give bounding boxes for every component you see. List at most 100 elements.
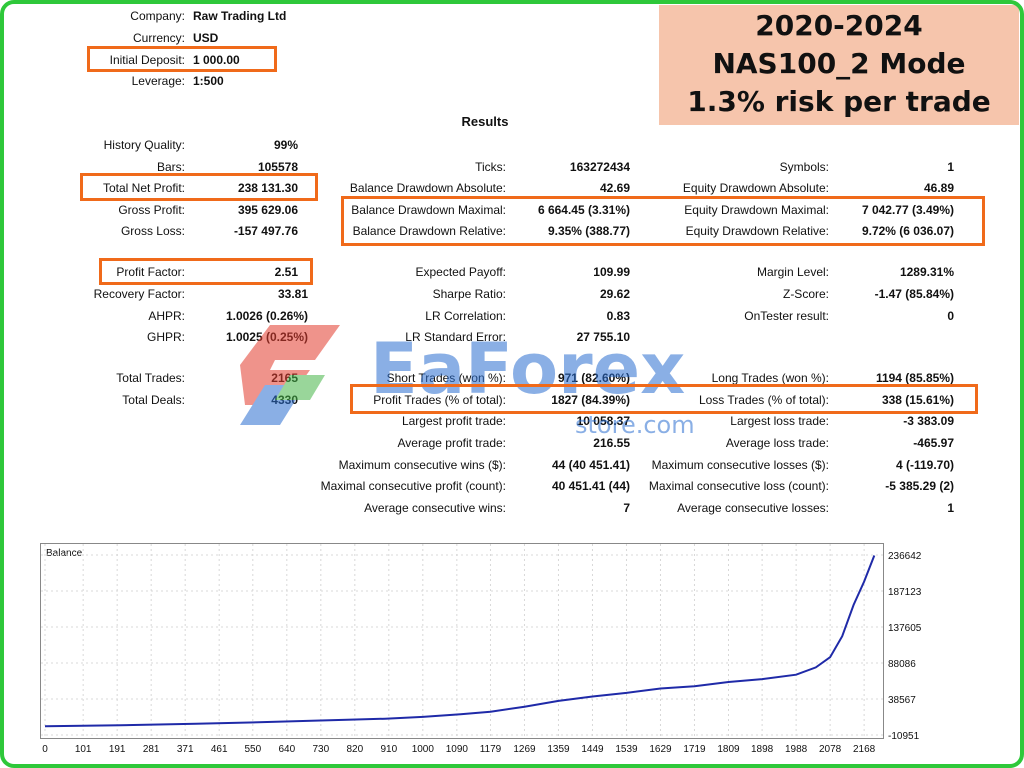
total-deals-value: 4330 [271, 393, 298, 407]
currency-value: USD [193, 31, 219, 45]
chart-plot-area [40, 543, 884, 739]
y-tick-label: 137605 [888, 623, 922, 634]
initial-deposit-label: Initial Deposit: [109, 53, 185, 67]
x-tick-label: 1988 [785, 744, 808, 755]
short-trades-label: Short Trades (won %): [386, 371, 506, 385]
total-net-profit-value: 238 131.30 [237, 181, 298, 195]
ontester-result-label: OnTester result: [744, 309, 829, 323]
total-deals-label: Total Deals: [122, 393, 185, 407]
x-tick-label: 1809 [717, 744, 740, 755]
x-tick-label: 910 [380, 744, 397, 755]
sharpe-ratio-value: 29.62 [599, 287, 630, 301]
x-tick-label: 820 [346, 744, 363, 755]
x-tick-label: 1539 [615, 744, 638, 755]
y-tick-label: 88086 [888, 659, 916, 670]
company-label: Company: [130, 9, 185, 23]
bars-value: 105578 [257, 160, 298, 174]
profit-factor-value: 2.51 [274, 265, 298, 279]
lr-standard-error-label: LR Standard Error: [405, 330, 506, 344]
balance-drawdown-relative-value: 9.35% (388.77) [547, 224, 630, 238]
expected-payoff-label: Expected Payoff: [415, 265, 506, 279]
balance-drawdown-absolute-label: Balance Drawdown Absolute: [349, 181, 506, 195]
initial-deposit-value: 1 000.00 [193, 53, 240, 67]
history-quality-label: History Quality: [103, 138, 185, 152]
recovery-factor-label: Recovery Factor: [93, 287, 185, 301]
short-trades-value: 971 (82.60%) [557, 371, 630, 385]
recovery-factor-value: 33.81 [277, 287, 308, 301]
x-tick-label: 2078 [819, 744, 842, 755]
max-consecutive-wins-value: 44 (40 451.41) [551, 458, 630, 472]
lr-correlation-label: LR Correlation: [425, 309, 506, 323]
maximal-consecutive-profit-label: Maximal consecutive profit (count): [320, 479, 506, 493]
profit-trades-label: Profit Trades (% of total): [373, 393, 506, 407]
average-consecutive-wins-label: Average consecutive wins: [364, 501, 506, 515]
ahpr-label: AHPR: [148, 309, 185, 323]
average-loss-trade-label: Average loss trade: [725, 436, 829, 450]
profit-trades-value: 1827 (84.39%) [551, 393, 630, 407]
sharpe-ratio-label: Sharpe Ratio: [432, 287, 506, 301]
x-tick-label: 1000 [412, 744, 435, 755]
x-tick-label: 2168 [853, 744, 876, 755]
x-tick-label: 281 [143, 744, 160, 755]
history-quality-value: 99% [273, 138, 298, 152]
total-trades-value: 2165 [271, 371, 298, 385]
chart-y-axis: 236642 187123 137605 88086 38567 -10951 [888, 551, 922, 742]
chart-title: Balance [46, 548, 83, 559]
bars-label: Bars: [156, 160, 185, 174]
symbols-value: 1 [947, 160, 954, 174]
currency-label: Currency: [132, 31, 185, 45]
equity-drawdown-relative-label: Equity Drawdown Relative: [685, 224, 829, 238]
x-tick-label: 640 [278, 744, 295, 755]
chart-series [44, 555, 876, 728]
promo-banner: 2020-2024 NAS100_2 Mode 1.3% risk per tr… [659, 5, 1019, 125]
y-tick-label: 38567 [888, 695, 916, 706]
ahpr-value: 1.0026 (0.26%) [225, 309, 308, 323]
total-net-profit-label: Total Net Profit: [102, 181, 185, 195]
loss-trades-label: Loss Trades (% of total): [698, 393, 829, 407]
x-tick-label: 1359 [547, 744, 570, 755]
gross-loss-label: Gross Loss: [120, 224, 185, 238]
y-tick-label: 236642 [888, 551, 922, 562]
banner-mode: NAS100_2 Mode [712, 47, 966, 80]
x-tick-label: 1269 [513, 744, 536, 755]
long-trades-label: Long Trades (won %): [711, 371, 829, 385]
max-consecutive-wins-label: Maximum consecutive wins ($): [338, 458, 506, 472]
margin-level-label: Margin Level: [756, 265, 829, 279]
balance-drawdown-maximal-value: 6 664.45 (3.31%) [537, 203, 630, 217]
profit-factor-label: Profit Factor: [116, 265, 185, 279]
x-tick-label: 0 [42, 744, 48, 755]
x-tick-label: 1090 [446, 744, 469, 755]
x-tick-label: 101 [75, 744, 92, 755]
banner-period: 2020-2024 [755, 9, 923, 42]
x-tick-label: 371 [177, 744, 194, 755]
leverage-value: 1:500 [193, 74, 224, 88]
average-profit-trade-value: 216.55 [593, 436, 630, 450]
x-tick-label: 550 [244, 744, 261, 755]
equity-drawdown-relative-value: 9.72% (6 036.07) [861, 224, 954, 238]
balance-chart: Balance 0 101 191 281 371 461 550 640 730 820 910 1… [40, 543, 922, 755]
average-consecutive-losses-value: 1 [947, 501, 954, 515]
chart-x-axis: 0 101 191 281 371 461 550 640 730 820 910 1000 1090 1… [42, 744, 875, 755]
largest-loss-trade-label: Largest loss trade: [730, 414, 829, 428]
x-tick-label: 730 [312, 744, 329, 755]
ticks-label: Ticks: [475, 160, 506, 174]
leverage-label: Leverage: [131, 74, 185, 88]
balance-line [44, 555, 876, 728]
total-trades-label: Total Trades: [116, 371, 185, 385]
z-score-label: Z-Score: [782, 287, 829, 301]
gross-profit-value: 395 629.06 [237, 203, 298, 217]
x-tick-label: 1179 [480, 744, 502, 755]
banner-risk: 1.3% risk per trade [687, 85, 991, 118]
ghpr-label: GHPR: [146, 330, 185, 344]
ghpr-value: 1.0025 (0.25%) [225, 330, 308, 344]
average-profit-trade-label: Average profit trade: [397, 436, 506, 450]
x-tick-label: 1719 [683, 744, 706, 755]
equity-drawdown-absolute-value: 46.89 [923, 181, 954, 195]
lr-correlation-value: 0.83 [606, 309, 630, 323]
max-consecutive-losses-label: Maximum consecutive losses ($): [651, 458, 829, 472]
company-value: Raw Trading Ltd [193, 9, 287, 23]
z-score-value: -1.47 (85.84%) [874, 287, 954, 301]
x-tick-label: 461 [211, 744, 228, 755]
gross-profit-label: Gross Profit: [118, 203, 185, 217]
equity-drawdown-absolute-label: Equity Drawdown Absolute: [682, 181, 829, 195]
